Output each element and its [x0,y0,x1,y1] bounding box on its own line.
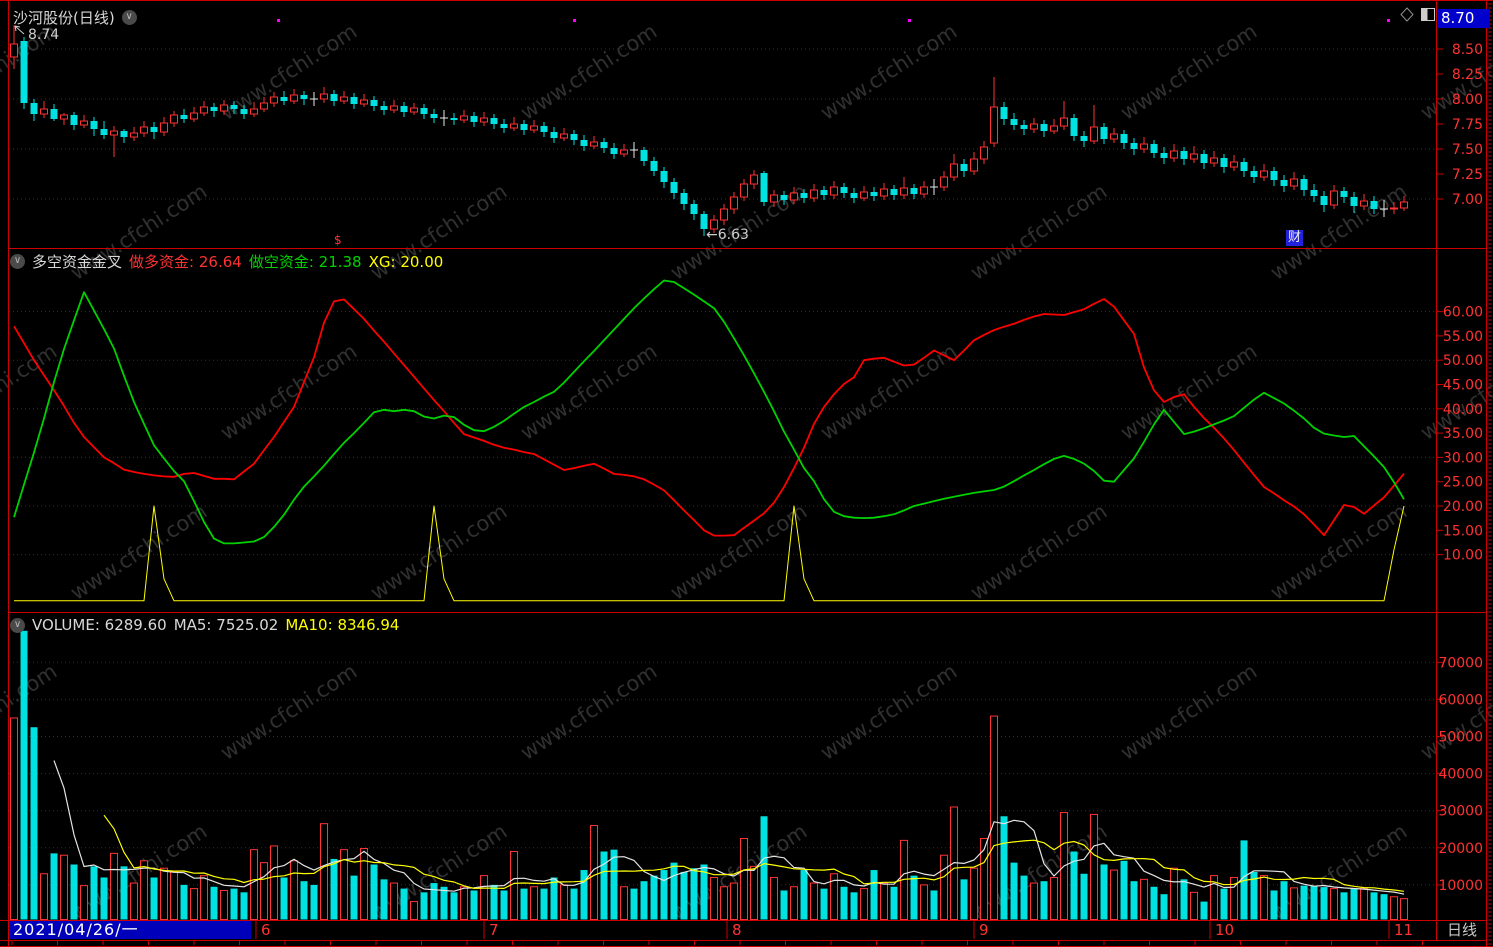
indicator-short-funds-line [13,279,1405,545]
indicator-panel-header: 多空资金金叉 做多资金: 26.64 做空资金: 21.38 XG: 20.00 [10,251,443,272]
svg-text:70000: 70000 [1438,655,1483,671]
svg-text:7.50: 7.50 [1452,142,1483,158]
event-dot-marker [277,19,280,22]
event-dot-marker [908,19,911,22]
svg-text:8.25: 8.25 [1452,67,1483,83]
legend-long-funds: 做多资金: 26.64 [129,253,242,271]
last-price-badge: 8.70 [1438,9,1490,28]
svg-text:20.00: 20.00 [1443,499,1483,515]
volume-panel-header: VOLUME: 6289.60 MA5: 7525.02 MA10: 8346.… [10,616,399,634]
low-price-annotation: ←6.63 [706,227,749,243]
svg-text:30.00: 30.00 [1443,450,1483,466]
indicator-title: 多空资金金叉 [32,253,123,271]
period-label[interactable]: 日线 [1446,921,1477,939]
svg-text:7.25: 7.25 [1452,167,1483,183]
stock-title: 沙河股份(日线) [13,9,115,27]
volume-bars [10,630,1408,921]
candlestick-series [10,25,1408,236]
window-icons [1400,7,1435,22]
indicator-xg-signal-line [14,505,1405,602]
event-dot-marker [573,19,576,22]
timeline-month-label: 6 [261,921,271,939]
svg-text:30000: 30000 [1438,804,1483,820]
timeline-month-label: 7 [489,921,499,939]
svg-text:50.00: 50.00 [1443,353,1483,369]
svg-text:8.00: 8.00 [1452,92,1483,108]
svg-text:15.00: 15.00 [1443,523,1483,539]
legend-short-funds: 做空资金: 21.38 [248,253,362,271]
svg-text:35.00: 35.00 [1443,426,1483,442]
right-price-ruler [1488,3,1492,945]
svg-text:20000: 20000 [1438,841,1483,857]
diamond-icon[interactable] [1400,7,1414,22]
price-panel-header: 沙河股份(日线) [13,7,137,28]
volume-ma10-line [103,814,1405,892]
timeline-month-label: 11 [1394,921,1414,939]
timeline-month-ticks [255,921,1390,939]
collapse-chevron-icon[interactable] [121,10,137,25]
svg-text:25.00: 25.00 [1443,475,1483,491]
timeline-month-label: 8 [732,921,742,939]
svg-text:60000: 60000 [1438,692,1483,708]
collapse-chevron-icon[interactable] [10,617,25,633]
ma5-label: MA5: 7525.02 [173,616,279,634]
annotation-arrows [14,25,25,35]
svg-text:40.00: 40.00 [1443,402,1483,418]
bottom-tick-ruler [11,941,1423,945]
timeline-month-label: 9 [979,921,989,939]
event-dot-marker [1387,19,1390,22]
dividend-marker[interactable]: $ [334,233,342,247]
svg-text:7.75: 7.75 [1452,117,1483,133]
gridlines [9,48,1436,886]
svg-text:40000: 40000 [1438,767,1483,783]
collapse-chevron-icon[interactable] [10,254,25,269]
svg-text:50000: 50000 [1438,730,1483,746]
svg-text:45.00: 45.00 [1443,378,1483,394]
news-marker[interactable]: 财 [1286,230,1304,246]
svg-text:60.00: 60.00 [1443,305,1483,321]
svg-text:8.50: 8.50 [1452,42,1483,58]
ma10-label: MA10: 8346.94 [285,616,400,634]
svg-text:7.00: 7.00 [1452,192,1483,208]
legend-xg: XG: 20.00 [368,252,444,271]
svg-text:10.00: 10.00 [1443,548,1483,564]
high-price-annotation: 8.74 [28,27,60,43]
svg-text:10000: 10000 [1438,878,1483,894]
cursor-date-label: 2021/04/26/一 [9,921,251,939]
axis-labels: 8.50 8.25 8.00 7.75 7.50 7.25 7.00 60.00 55.00 50… [1437,42,1483,894]
timeline-month-label: 10 [1215,921,1235,939]
svg-text:55.00: 55.00 [1443,329,1483,345]
volume-label: VOLUME: 6289.60 [32,616,167,634]
indicator-long-funds-line [13,298,1405,537]
